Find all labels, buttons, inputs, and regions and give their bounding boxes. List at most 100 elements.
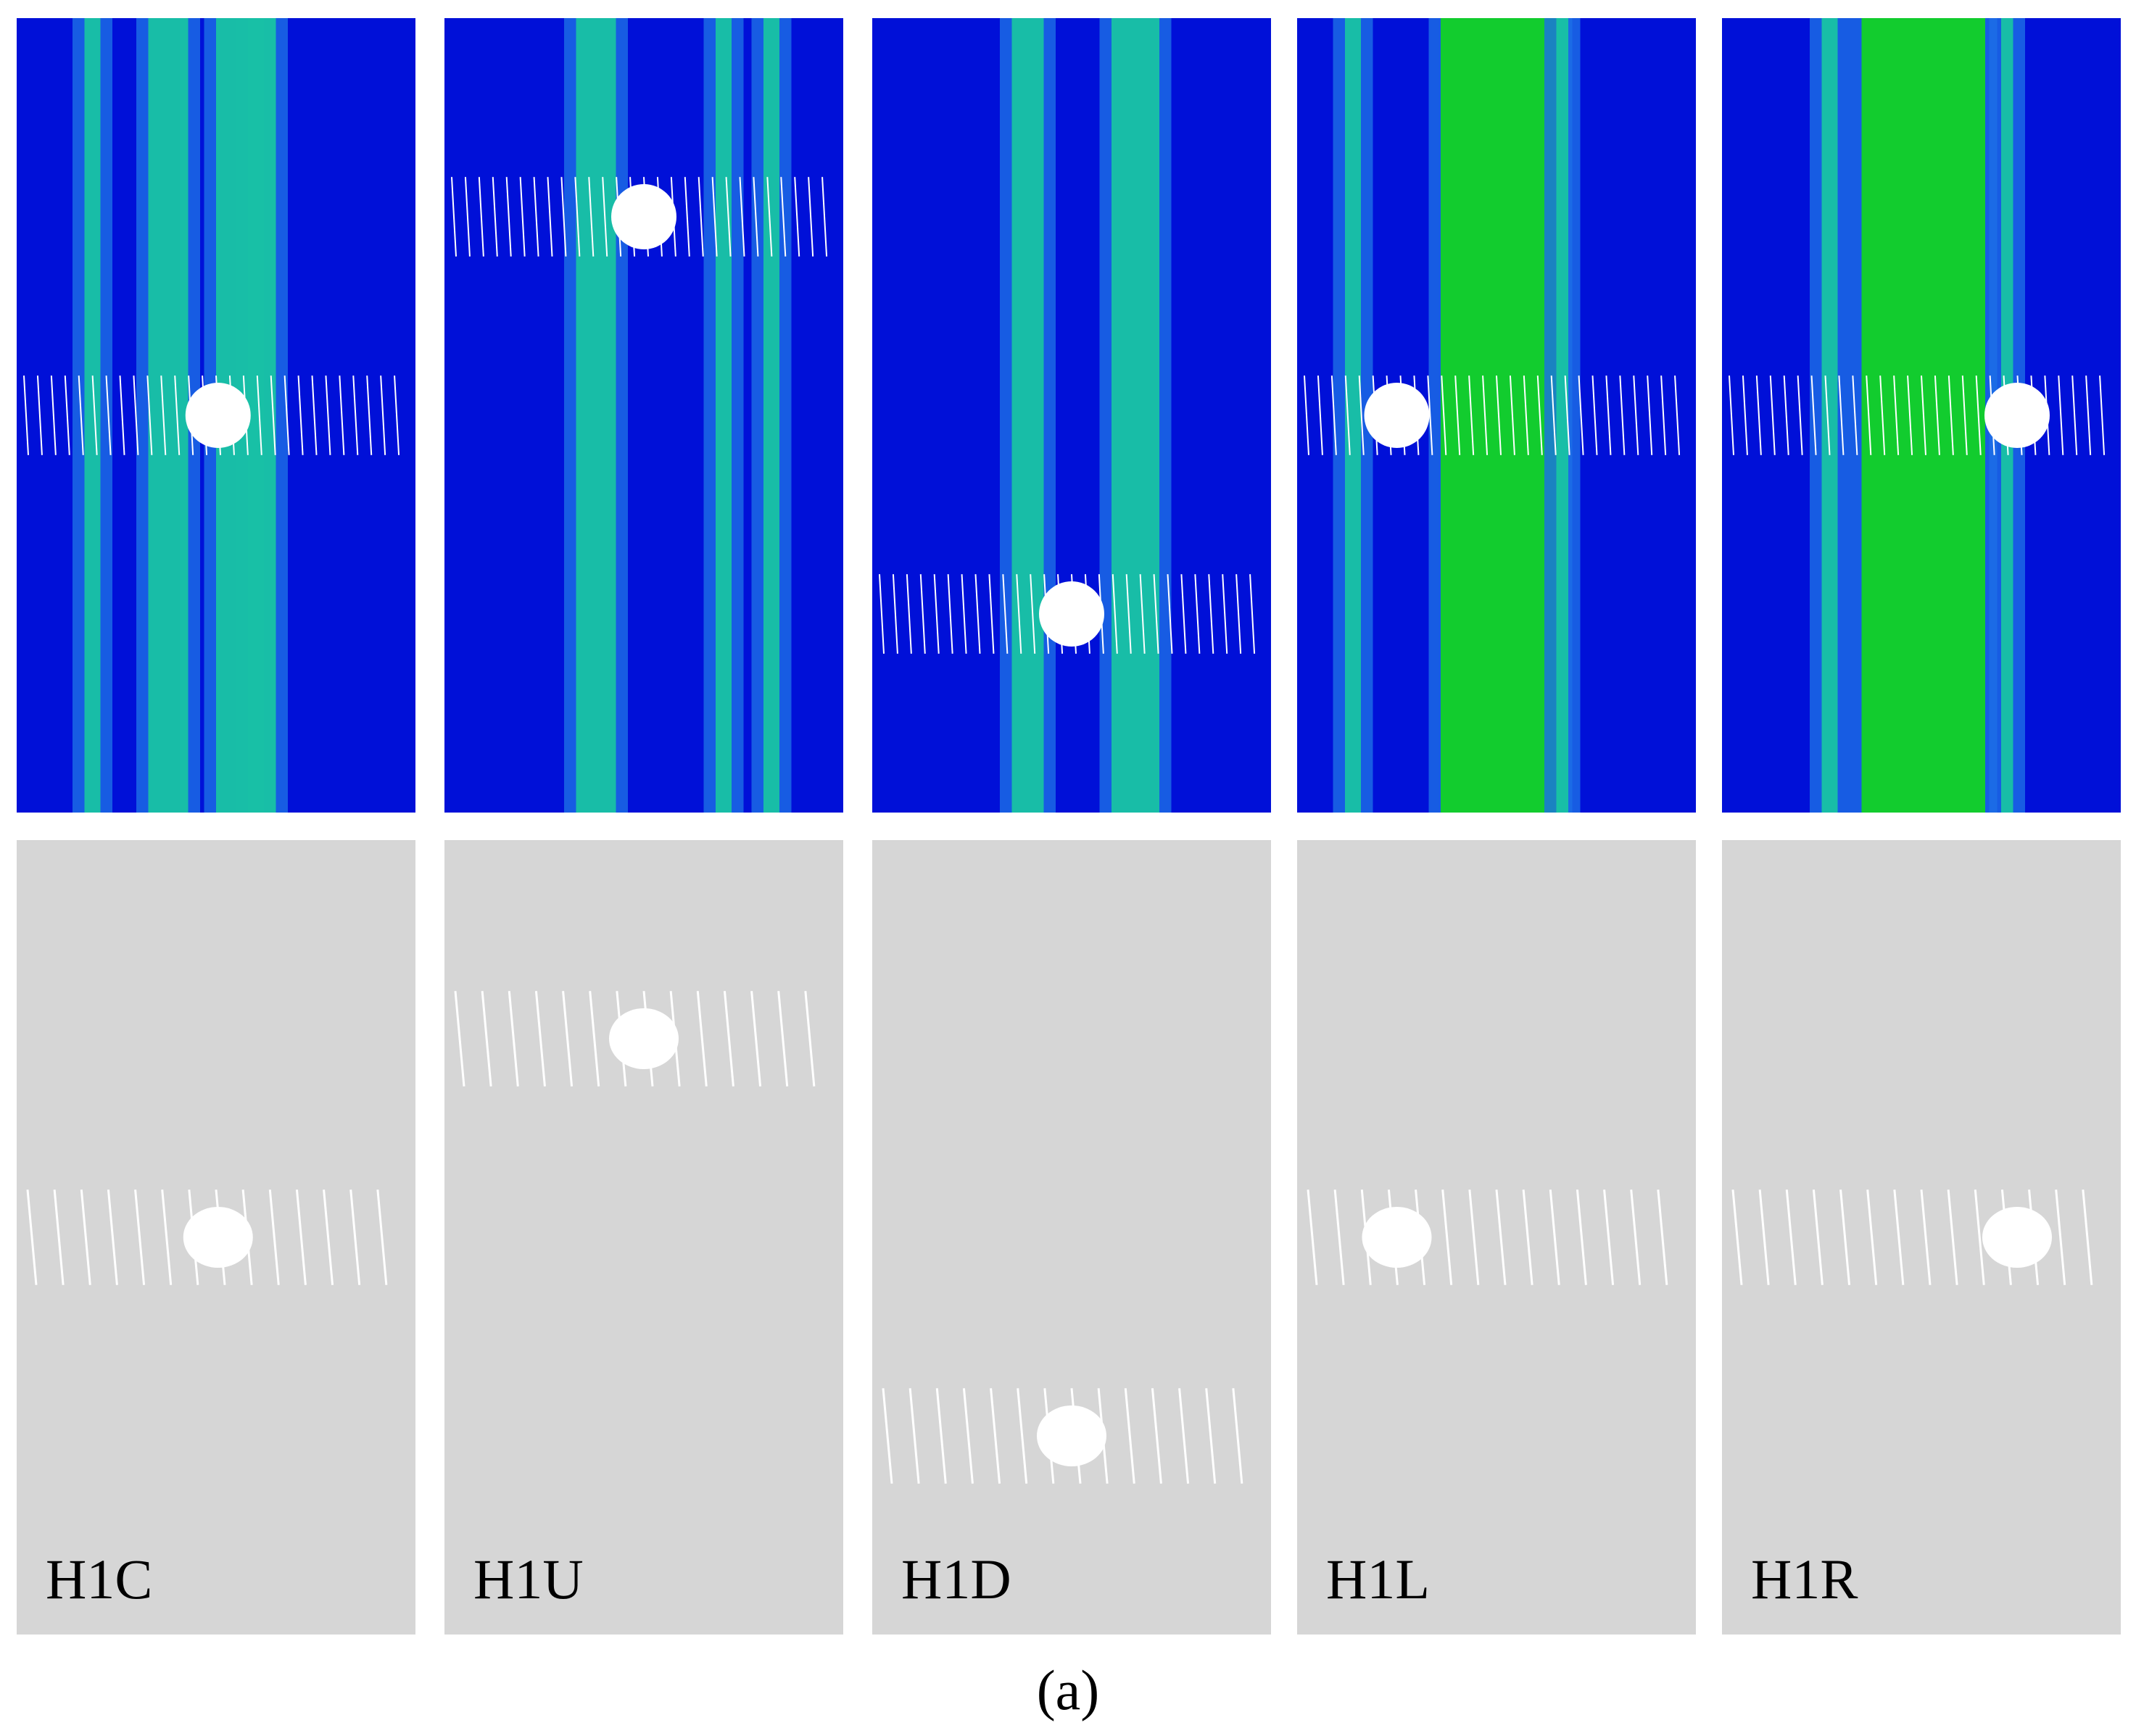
deformed-line xyxy=(134,1189,146,1285)
crack-line xyxy=(739,177,745,257)
crack-line xyxy=(160,375,167,455)
deformed-line xyxy=(454,991,465,1087)
caption: (a) xyxy=(1037,1658,1100,1722)
deformed-line xyxy=(1124,1388,1135,1484)
crack-line xyxy=(2058,375,2064,455)
crack-line xyxy=(1344,375,1351,455)
deformed-line xyxy=(1205,1388,1217,1484)
deformed-line xyxy=(1920,1189,1932,1285)
crack-line xyxy=(961,574,967,654)
deformed-line xyxy=(1495,1189,1507,1285)
deformed-line xyxy=(1731,1189,1743,1285)
crack-line xyxy=(78,375,84,455)
deformed-line xyxy=(295,1189,307,1285)
deformed-line xyxy=(962,1388,974,1484)
crack-line xyxy=(711,177,718,257)
crack-line xyxy=(1755,375,1762,455)
damage-band xyxy=(1441,18,1560,813)
deformed-line xyxy=(481,991,492,1087)
crack-line xyxy=(1454,375,1461,455)
crack-line xyxy=(725,177,732,257)
crack-line xyxy=(1866,375,1872,455)
damage-band xyxy=(1011,18,1044,813)
deformed-line xyxy=(1307,1189,1318,1285)
crack-line xyxy=(1125,574,1132,654)
crack-line xyxy=(1030,574,1036,654)
crack-line xyxy=(933,574,940,654)
deformed-line xyxy=(376,1189,388,1285)
crack-line xyxy=(1016,574,1022,654)
crack-line xyxy=(821,177,828,257)
deformed-line xyxy=(1947,1189,1958,1285)
deformed-line xyxy=(750,991,762,1087)
crack-line xyxy=(91,375,98,455)
crack-line xyxy=(283,375,290,455)
crack-line xyxy=(1139,574,1146,654)
crack-line xyxy=(174,375,181,455)
crack-line xyxy=(1810,375,1817,455)
deformed-line xyxy=(1893,1189,1905,1285)
crack-line xyxy=(1441,375,1447,455)
crack-line xyxy=(1975,375,1982,455)
crack-line xyxy=(505,177,512,257)
panel: H1R xyxy=(1722,18,2121,1635)
damage-band xyxy=(1556,18,1568,813)
deformed-line xyxy=(534,991,546,1087)
deformed-line xyxy=(777,991,789,1087)
deformed-line xyxy=(508,991,519,1087)
crack-line xyxy=(2085,375,2092,455)
deformed-line xyxy=(562,991,574,1087)
deformed-line xyxy=(80,1189,91,1285)
deformed-line xyxy=(589,991,600,1087)
deformed-line xyxy=(1522,1189,1533,1285)
crack-line xyxy=(1921,375,1926,455)
crack-line xyxy=(64,375,70,455)
crack-line xyxy=(794,177,800,257)
hole xyxy=(609,1008,679,1069)
deformed-line xyxy=(161,1189,173,1285)
deformed-line xyxy=(1333,1189,1345,1285)
crack-line xyxy=(464,177,471,257)
crack-line xyxy=(1249,574,1256,654)
crack-line xyxy=(1578,375,1584,455)
crack-line xyxy=(533,177,539,257)
crack-line xyxy=(1180,574,1187,654)
panel-label: H1D xyxy=(901,1548,1011,1611)
crack-line xyxy=(1208,574,1214,654)
crack-line xyxy=(602,177,608,257)
crack-line xyxy=(684,177,690,257)
crack-line xyxy=(1153,574,1159,654)
hole xyxy=(611,184,676,249)
deformed-line xyxy=(2055,1189,2066,1285)
crack-line xyxy=(947,574,953,654)
hole xyxy=(183,1207,253,1268)
deformed-line xyxy=(696,991,708,1087)
crack-line xyxy=(766,177,773,257)
crack-line xyxy=(574,177,581,257)
crack-line xyxy=(879,574,885,654)
crack-line xyxy=(1235,574,1242,654)
crack-line xyxy=(974,574,981,654)
damage-band xyxy=(1345,18,1361,813)
deformed-line xyxy=(107,1189,118,1285)
crack-line xyxy=(2099,375,2106,455)
crack-line xyxy=(1647,375,1653,455)
crack-line xyxy=(1838,375,1845,455)
deformation-map xyxy=(444,840,843,1635)
crack-line xyxy=(1427,375,1433,455)
crack-line xyxy=(919,574,926,654)
deformed-line xyxy=(1839,1189,1851,1285)
crack-line xyxy=(1947,375,1954,455)
crack-line xyxy=(451,177,457,257)
deformed-line xyxy=(1232,1388,1243,1484)
deformed-line xyxy=(268,1189,280,1285)
crack-line xyxy=(339,375,345,455)
deformed-line xyxy=(908,1388,920,1484)
damage-band xyxy=(84,18,101,813)
crack-line xyxy=(492,177,498,257)
deformed-line xyxy=(1785,1189,1797,1285)
crack-line xyxy=(1879,375,1886,455)
panel-label: H1C xyxy=(46,1548,152,1611)
damage-band xyxy=(576,18,616,813)
